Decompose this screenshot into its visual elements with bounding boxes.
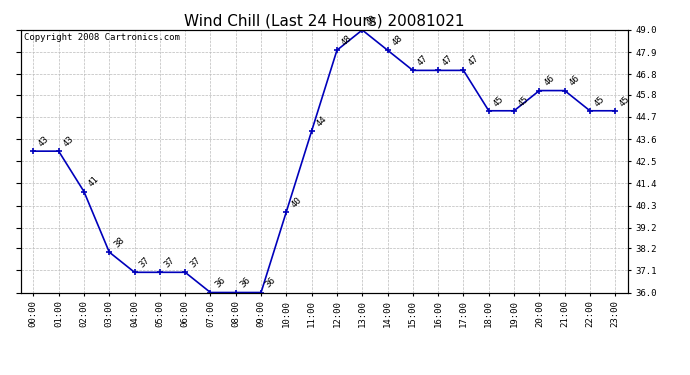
Text: 45: 45 <box>593 94 607 108</box>
Title: Wind Chill (Last 24 Hours) 20081021: Wind Chill (Last 24 Hours) 20081021 <box>184 14 464 29</box>
Text: 47: 47 <box>441 54 455 68</box>
Text: 36: 36 <box>239 276 253 290</box>
Text: 36: 36 <box>213 276 227 290</box>
Text: 45: 45 <box>618 94 632 108</box>
Text: 41: 41 <box>87 175 101 189</box>
Text: 46: 46 <box>567 74 582 88</box>
Text: 37: 37 <box>163 256 177 270</box>
Text: 45: 45 <box>491 94 506 108</box>
Text: 48: 48 <box>391 33 404 47</box>
Text: 46: 46 <box>542 74 556 88</box>
Text: 47: 47 <box>415 54 430 68</box>
Text: 47: 47 <box>466 54 480 68</box>
Text: 38: 38 <box>112 236 126 249</box>
Text: 43: 43 <box>36 134 50 148</box>
Text: 40: 40 <box>289 195 303 209</box>
Text: 43: 43 <box>61 134 75 148</box>
Text: 48: 48 <box>339 33 354 47</box>
Text: Copyright 2008 Cartronics.com: Copyright 2008 Cartronics.com <box>23 33 179 42</box>
Text: 37: 37 <box>137 256 151 270</box>
Text: 49: 49 <box>365 13 379 27</box>
Text: 37: 37 <box>188 256 202 270</box>
Text: 44: 44 <box>315 114 328 128</box>
Text: 45: 45 <box>517 94 531 108</box>
Text: 36: 36 <box>264 276 278 290</box>
